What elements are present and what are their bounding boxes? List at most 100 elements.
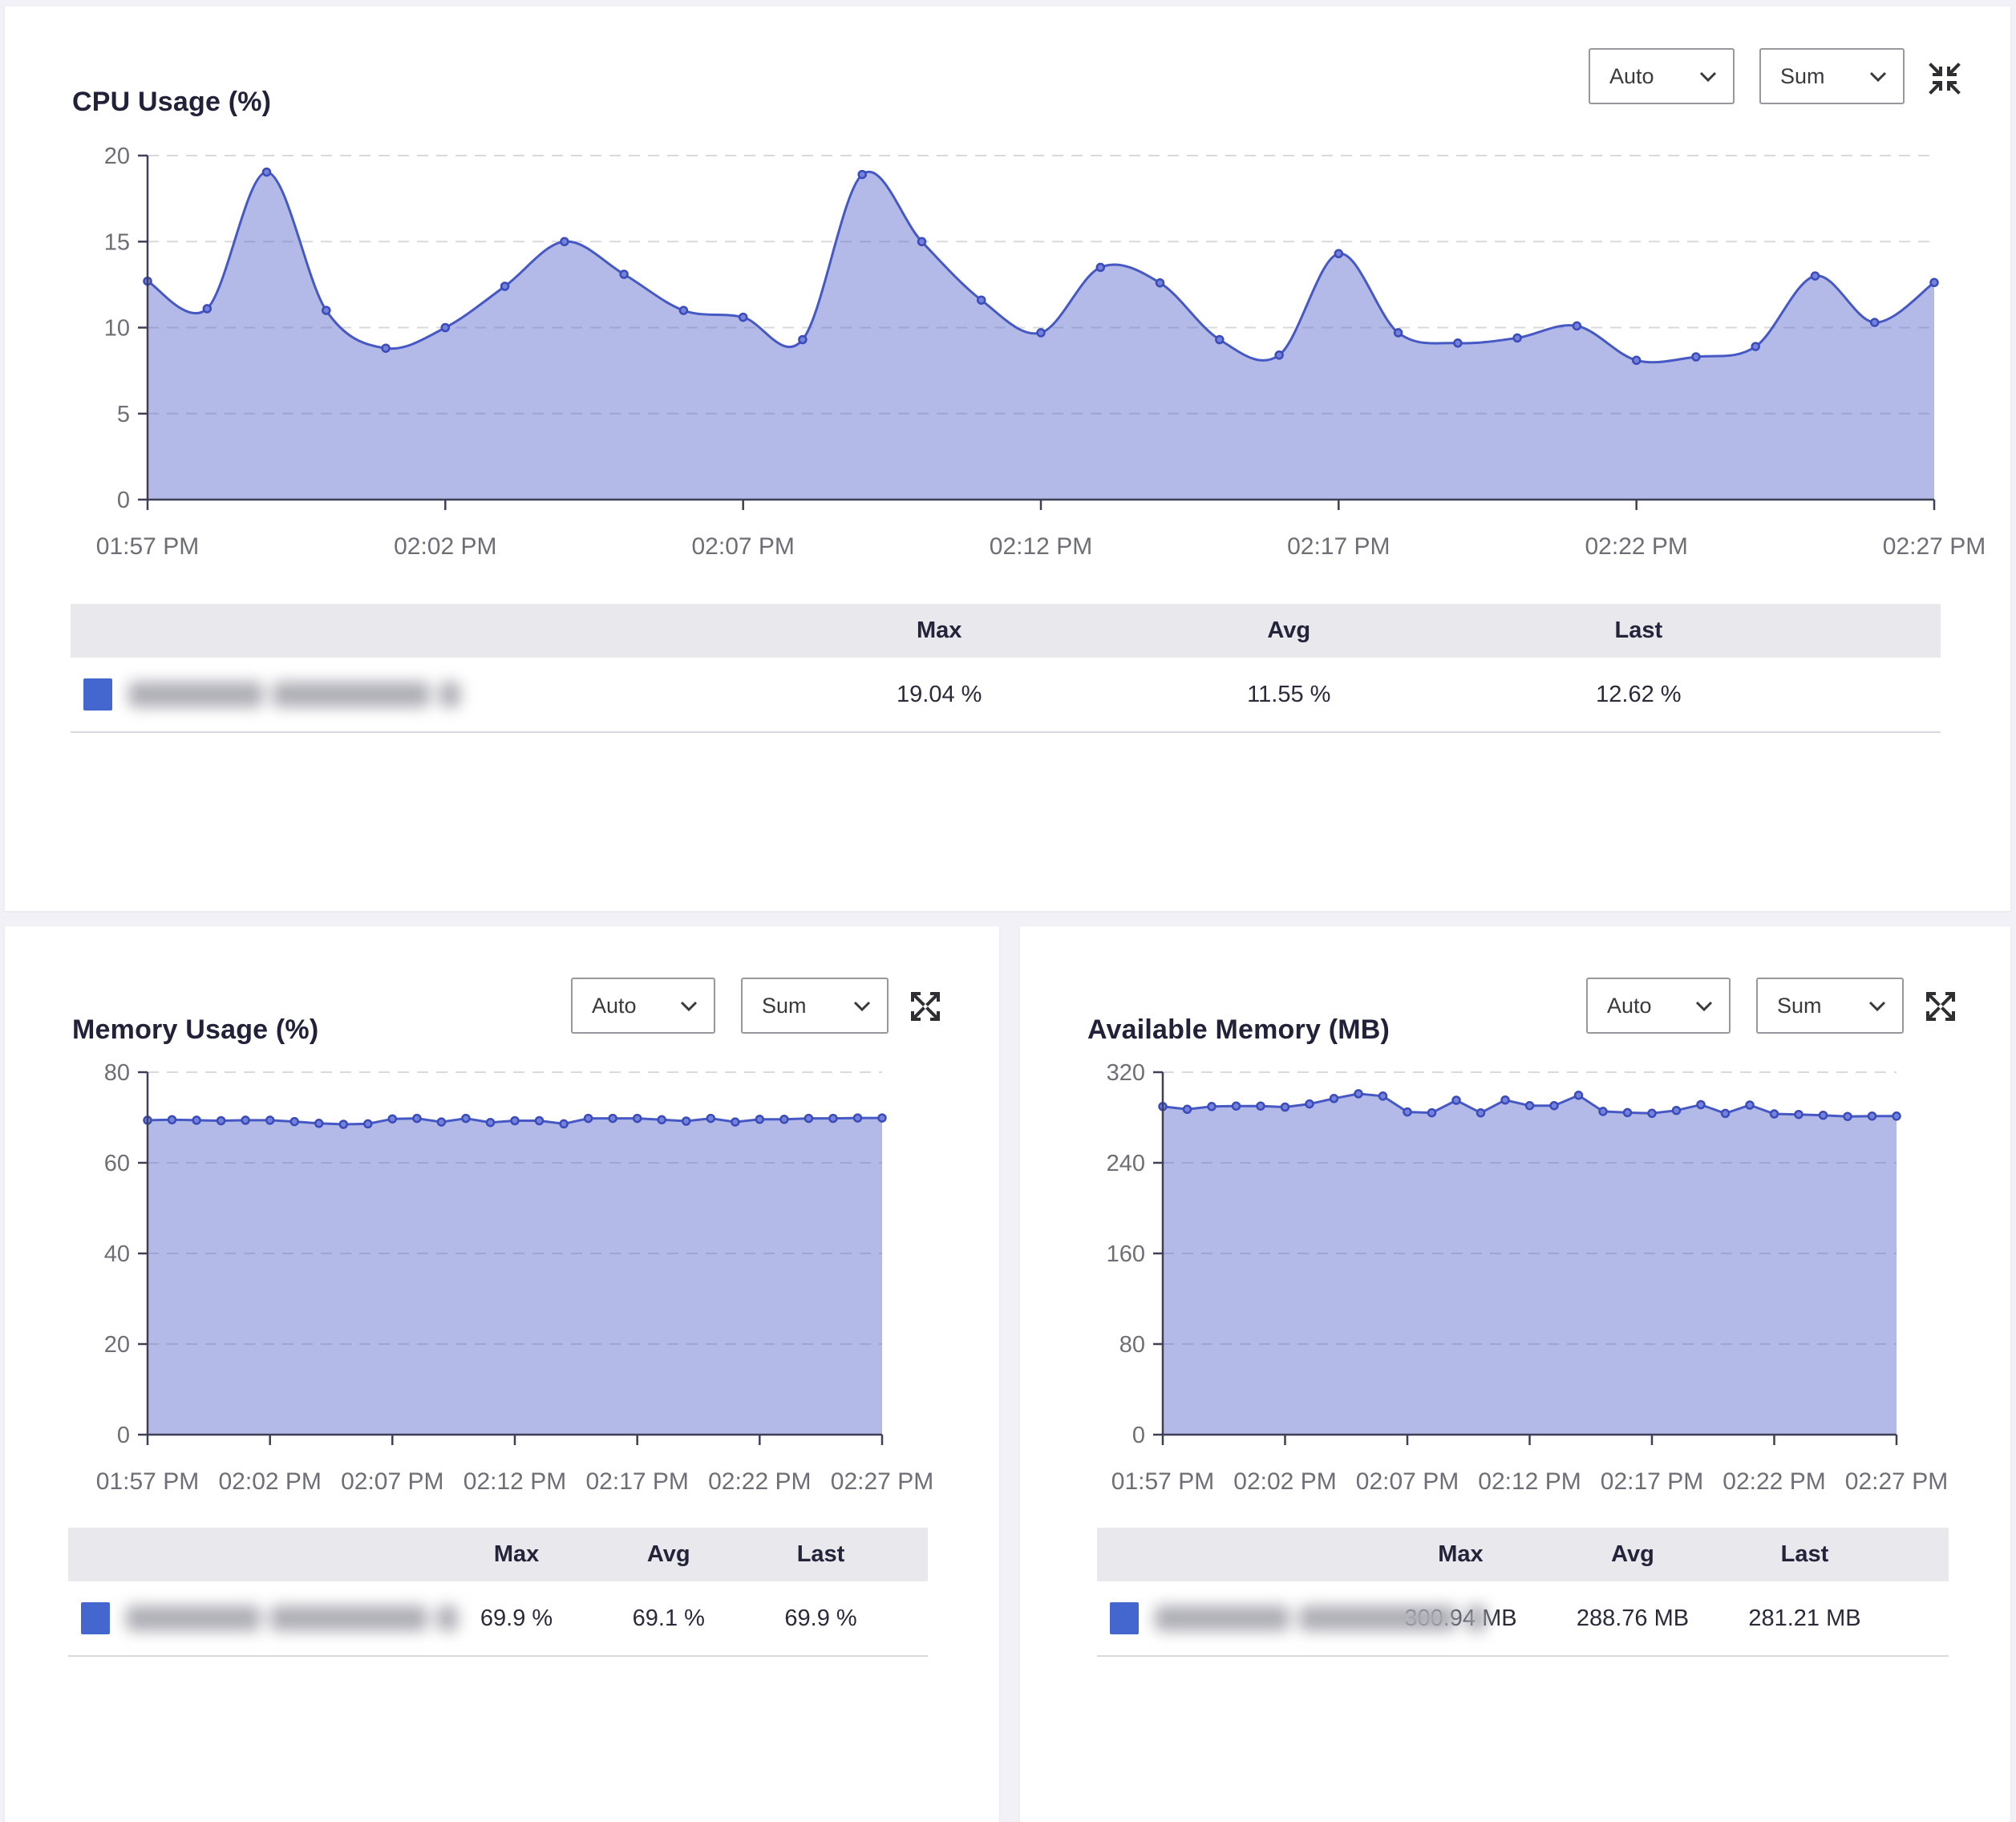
svg-text:15: 15 (104, 229, 130, 255)
avg-value: 11.55 % (1114, 658, 1464, 733)
svg-text:02:17 PM: 02:17 PM (1601, 1468, 1703, 1495)
svg-text:20: 20 (104, 1332, 130, 1358)
max-value: 69.9 % (440, 1581, 593, 1657)
svg-text:5: 5 (117, 402, 130, 427)
legend-header (68, 1528, 441, 1581)
interval-select[interactable]: Auto (1589, 48, 1735, 104)
last-header: Last (1463, 604, 1814, 658)
expand-icon (911, 992, 940, 1021)
aggregation-select[interactable]: Sum (741, 978, 889, 1034)
chevron-down-icon (1695, 1001, 1713, 1011)
panel-title: Available Memory (MB) (1087, 1014, 1391, 1046)
max-value: 19.04 % (764, 658, 1115, 733)
series-row[interactable]: 69.9 % 69.1 % 69.9 % (68, 1581, 928, 1657)
svg-text:02:12 PM: 02:12 PM (464, 1468, 566, 1495)
stats-header-row: Max Avg Last (68, 1528, 928, 1581)
chevron-down-icon (853, 1001, 871, 1011)
svg-text:02:12 PM: 02:12 PM (990, 533, 1092, 560)
cpu-usage-panel: CPU Usage (%) Auto Sum 0 5 10 15 20 01:57 PM 0… (5, 6, 2010, 911)
svg-text:160: 160 (1107, 1241, 1145, 1267)
panel-title: Memory Usage (%) (72, 1014, 319, 1046)
svg-text:80: 80 (1119, 1332, 1145, 1358)
memory-usage-chart[interactable]: 0 20 40 60 80 01:57 PM 02:02 PM 02:07 PM 02:12 P… (77, 1047, 1007, 1536)
expand-panel-button[interactable] (909, 990, 941, 1022)
interval-select[interactable]: Auto (571, 978, 715, 1034)
svg-text:0: 0 (117, 488, 130, 513)
last-value: 281.21 MB (1718, 1581, 1891, 1657)
svg-text:02:07 PM: 02:07 PM (691, 533, 794, 560)
cpu-usage-chart[interactable]: 0 5 10 15 20 01:57 PM 02:02 PM 02:07 PM 02:12 PM… (79, 130, 2003, 603)
series-legend-cell (1097, 1581, 1487, 1657)
max-header: Max (440, 1528, 593, 1581)
svg-text:40: 40 (104, 1241, 130, 1267)
svg-text:02:02 PM: 02:02 PM (218, 1468, 321, 1495)
available-memory-panel: Available Memory (MB) Auto Sum 0 80 160 240… (1020, 926, 2010, 1822)
series-label-redacted (126, 1605, 458, 1631)
cpu-stats-table: Max Avg Last 19.04 % 11.55 % 12.62 % (71, 604, 1941, 733)
last-header: Last (744, 1528, 897, 1581)
last-value: 12.62 % (1463, 658, 1814, 733)
chevron-down-icon (1868, 1001, 1886, 1011)
svg-text:02:07 PM: 02:07 PM (1356, 1468, 1459, 1495)
svg-text:01:57 PM: 01:57 PM (96, 1468, 199, 1495)
svg-text:0: 0 (117, 1423, 130, 1448)
memory-usage-panel: Memory Usage (%) Auto Sum 0 20 40 60 80 01:57… (5, 926, 999, 1822)
svg-text:60: 60 (104, 1151, 130, 1176)
svg-text:0: 0 (1132, 1423, 1145, 1448)
interval-select[interactable]: Auto (1586, 978, 1731, 1034)
series-swatch (81, 1602, 110, 1634)
spacer-header (897, 1528, 928, 1581)
chevron-down-icon (1699, 71, 1717, 82)
svg-text:02:12 PM: 02:12 PM (1478, 1468, 1581, 1495)
last-header: Last (1718, 1528, 1891, 1581)
series-legend-cell (68, 1581, 458, 1657)
stats-header-row: Max Avg Last (1097, 1528, 1949, 1581)
svg-text:01:57 PM: 01:57 PM (1111, 1468, 1214, 1495)
series-label-redacted (1155, 1605, 1487, 1631)
svg-text:02:02 PM: 02:02 PM (1233, 1468, 1336, 1495)
avg-header: Avg (1114, 604, 1464, 658)
expand-panel-button[interactable] (1925, 990, 1957, 1022)
max-header: Max (1374, 1528, 1547, 1581)
aggregation-select-value: Sum (1777, 993, 1822, 1018)
interval-select-value: Auto (1607, 993, 1652, 1018)
avg-header: Avg (1546, 1528, 1719, 1581)
svg-text:80: 80 (104, 1060, 130, 1086)
aggregation-select[interactable]: Sum (1756, 978, 1904, 1034)
spacer-cell (897, 1581, 928, 1657)
available-memory-stats-table: Max Avg Last 300.94 MB 288.76 MB 281.21 … (1097, 1528, 1949, 1657)
series-row[interactable]: 19.04 % 11.55 % 12.62 % (71, 658, 1941, 733)
svg-text:02:07 PM: 02:07 PM (341, 1468, 443, 1495)
aggregation-select-value: Sum (762, 993, 807, 1018)
svg-text:02:27 PM: 02:27 PM (1845, 1468, 1948, 1495)
svg-text:320: 320 (1107, 1060, 1145, 1086)
avg-value: 288.76 MB (1546, 1581, 1719, 1657)
svg-text:02:22 PM: 02:22 PM (1585, 533, 1687, 560)
series-swatch (83, 678, 112, 711)
panel-title: CPU Usage (%) (72, 87, 272, 118)
aggregation-select[interactable]: Sum (1759, 48, 1905, 104)
svg-text:02:17 PM: 02:17 PM (585, 1468, 688, 1495)
chevron-down-icon (1869, 71, 1887, 82)
spacer-cell (1890, 1581, 1949, 1657)
compress-panel-button[interactable] (1929, 63, 1961, 95)
svg-text:01:57 PM: 01:57 PM (96, 533, 199, 560)
series-row[interactable]: 300.94 MB 288.76 MB 281.21 MB (1097, 1581, 1949, 1657)
svg-text:02:17 PM: 02:17 PM (1287, 533, 1390, 560)
svg-text:02:22 PM: 02:22 PM (708, 1468, 811, 1495)
legend-header (71, 604, 765, 658)
stats-header-row: Max Avg Last (71, 604, 1941, 658)
expand-icon (1926, 992, 1955, 1021)
svg-text:10: 10 (104, 316, 130, 342)
available-memory-chart[interactable]: 0 80 160 240 320 01:57 PM 02:02 PM 02:07 PM 02:1… (1092, 1047, 2016, 1536)
chevron-down-icon (680, 1001, 698, 1011)
interval-select-value: Auto (592, 993, 637, 1018)
svg-text:02:27 PM: 02:27 PM (1883, 533, 1986, 560)
spacer-header (1890, 1528, 1949, 1581)
avg-header: Avg (592, 1528, 745, 1581)
max-header: Max (764, 604, 1115, 658)
svg-text:02:02 PM: 02:02 PM (394, 533, 496, 560)
series-swatch (1110, 1602, 1139, 1634)
svg-text:02:27 PM: 02:27 PM (831, 1468, 933, 1495)
legend-header (1097, 1528, 1375, 1581)
